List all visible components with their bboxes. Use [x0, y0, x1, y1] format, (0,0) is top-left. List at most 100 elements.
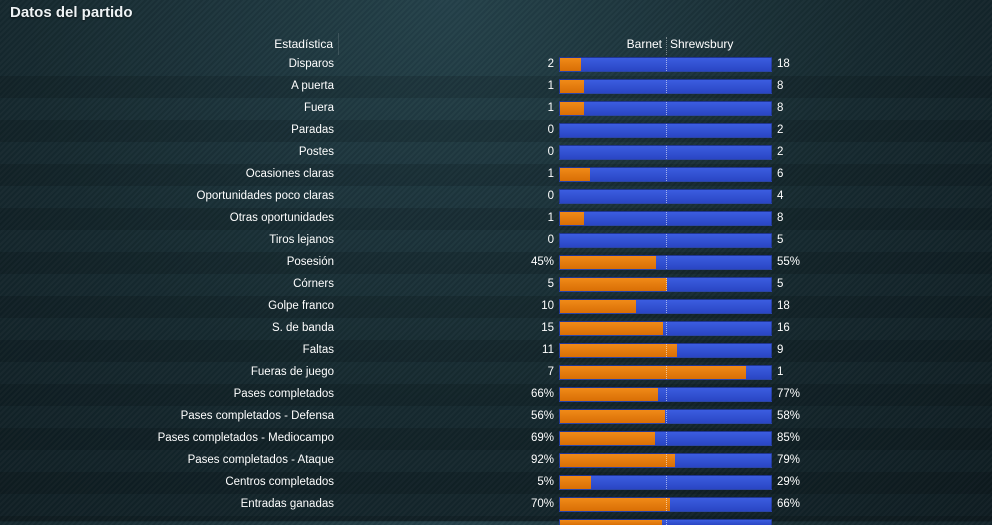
stat-label: Córners: [293, 278, 334, 290]
comparison-bar: [559, 299, 772, 314]
stat-label: S. de banda: [271, 322, 334, 334]
comparison-bar: [559, 277, 772, 292]
stat-row: Paradas 0 2: [0, 120, 992, 142]
home-value: 66%: [530, 388, 554, 400]
home-value: 1: [547, 212, 554, 224]
comparison-bar: [559, 519, 772, 525]
bar-midpoint: [666, 366, 667, 379]
home-value: 1: [547, 102, 554, 114]
away-value: 85%: [777, 432, 801, 444]
stat-row-partial: [0, 516, 992, 525]
comparison-bar: [559, 123, 772, 138]
stat-label: Entradas ganadas: [240, 498, 334, 510]
stat-column-header: Estadística: [274, 37, 333, 51]
home-value: 7: [547, 366, 554, 378]
away-value: 18: [777, 58, 790, 70]
comparison-bar: [559, 321, 772, 336]
away-value: 55%: [777, 256, 801, 268]
bar-midpoint: [666, 58, 667, 71]
page-title: Datos del partido: [10, 4, 133, 21]
bar-midpoint: [666, 146, 667, 159]
bar-midpoint: [666, 124, 667, 137]
away-value: 16: [777, 322, 790, 334]
comparison-bar: [559, 167, 772, 182]
stat-label: Paradas: [291, 124, 334, 136]
home-value: 0: [547, 124, 554, 136]
away-value: 29%: [777, 476, 801, 488]
home-value: 11: [542, 344, 554, 356]
comparison-bar: [559, 387, 772, 402]
stat-row: Otras oportunidades 1 8: [0, 208, 992, 230]
home-bar-fill: [560, 300, 636, 313]
stat-label: Fuera: [303, 102, 334, 114]
home-bar-fill: [560, 476, 591, 489]
bar-midpoint: [666, 344, 667, 357]
comparison-bar: [559, 343, 772, 358]
away-value: 9: [777, 344, 784, 356]
home-bar-fill: [560, 58, 581, 71]
home-bar-fill: [560, 102, 584, 115]
stat-label: Pases completados - Mediocampo: [157, 432, 334, 444]
away-value: 4: [777, 190, 784, 202]
away-value: 8: [777, 80, 784, 92]
stat-row: Fuera 1 8: [0, 98, 992, 120]
comparison-bar: [559, 233, 772, 248]
stat-label: Disparos: [288, 58, 334, 70]
home-value: 5: [547, 278, 554, 290]
bar-midpoint: [666, 476, 667, 489]
bar-midpoint: [666, 300, 667, 313]
stat-label: Tiros lejanos: [269, 234, 334, 246]
away-value: 1: [777, 366, 784, 378]
home-bar-fill: [560, 212, 584, 225]
away-team-header: Shrewsbury: [670, 37, 734, 51]
bar-midpoint: [666, 498, 667, 511]
stat-row: Oportunidades poco claras 0 4: [0, 186, 992, 208]
home-value: 69%: [530, 432, 554, 444]
away-value: 5: [777, 234, 784, 246]
home-bar-fill: [560, 498, 670, 511]
home-bar-fill: [560, 256, 656, 269]
stat-label: Postes: [298, 146, 334, 158]
stats-table: Disparos 2 18 A puerta 1 8 Fuera 1 8 Paradas 0 2 Pos…: [0, 54, 992, 525]
stat-label: Otras oportunidades: [229, 212, 334, 224]
stat-label: Posesión: [286, 256, 334, 268]
away-value: 8: [777, 102, 784, 114]
comparison-bar: [559, 79, 772, 94]
bar-midpoint: [666, 410, 667, 423]
column-divider: [338, 33, 339, 55]
stat-row: Pases completados 66% 77%: [0, 384, 992, 406]
comparison-bar: [559, 101, 772, 116]
stat-label: Oportunidades poco claras: [196, 190, 334, 202]
away-value: 6: [777, 168, 784, 180]
comparison-bar: [559, 211, 772, 226]
comparison-bar: [559, 497, 772, 512]
away-value: 8: [777, 212, 784, 224]
stat-label: Centros completados: [225, 476, 334, 488]
home-bar-fill: [560, 322, 663, 335]
stat-row: Faltas 11 9: [0, 340, 992, 362]
bar-midpoint: [666, 388, 667, 401]
home-value: 15: [541, 322, 554, 334]
stat-row: S. de banda 15 16: [0, 318, 992, 340]
stat-row: Centros completados 5% 29%: [0, 472, 992, 494]
bar-midpoint: [666, 234, 667, 247]
bar-midpoint: [666, 80, 667, 93]
stat-label: Faltas: [302, 344, 334, 356]
away-value: 58%: [777, 410, 801, 422]
stat-row: Pases completados - Ataque 92% 79%: [0, 450, 992, 472]
stat-row: A puerta 1 8: [0, 76, 992, 98]
away-value: 66%: [777, 498, 801, 510]
home-value: 70%: [530, 498, 554, 510]
stat-label: Pases completados - Ataque: [187, 454, 334, 466]
comparison-bar: [559, 57, 772, 72]
home-value: 56%: [530, 410, 554, 422]
bar-midpoint: [666, 212, 667, 225]
bar-midpoint: [666, 278, 667, 291]
home-value: 5%: [537, 476, 554, 488]
comparison-bar: [559, 365, 772, 380]
home-bar-fill: [560, 344, 677, 357]
comparison-bar: [559, 189, 772, 204]
stat-row: Entradas ganadas 70% 66%: [0, 494, 992, 516]
home-bar-fill: [560, 80, 584, 93]
bar-midpoint: [666, 322, 667, 335]
